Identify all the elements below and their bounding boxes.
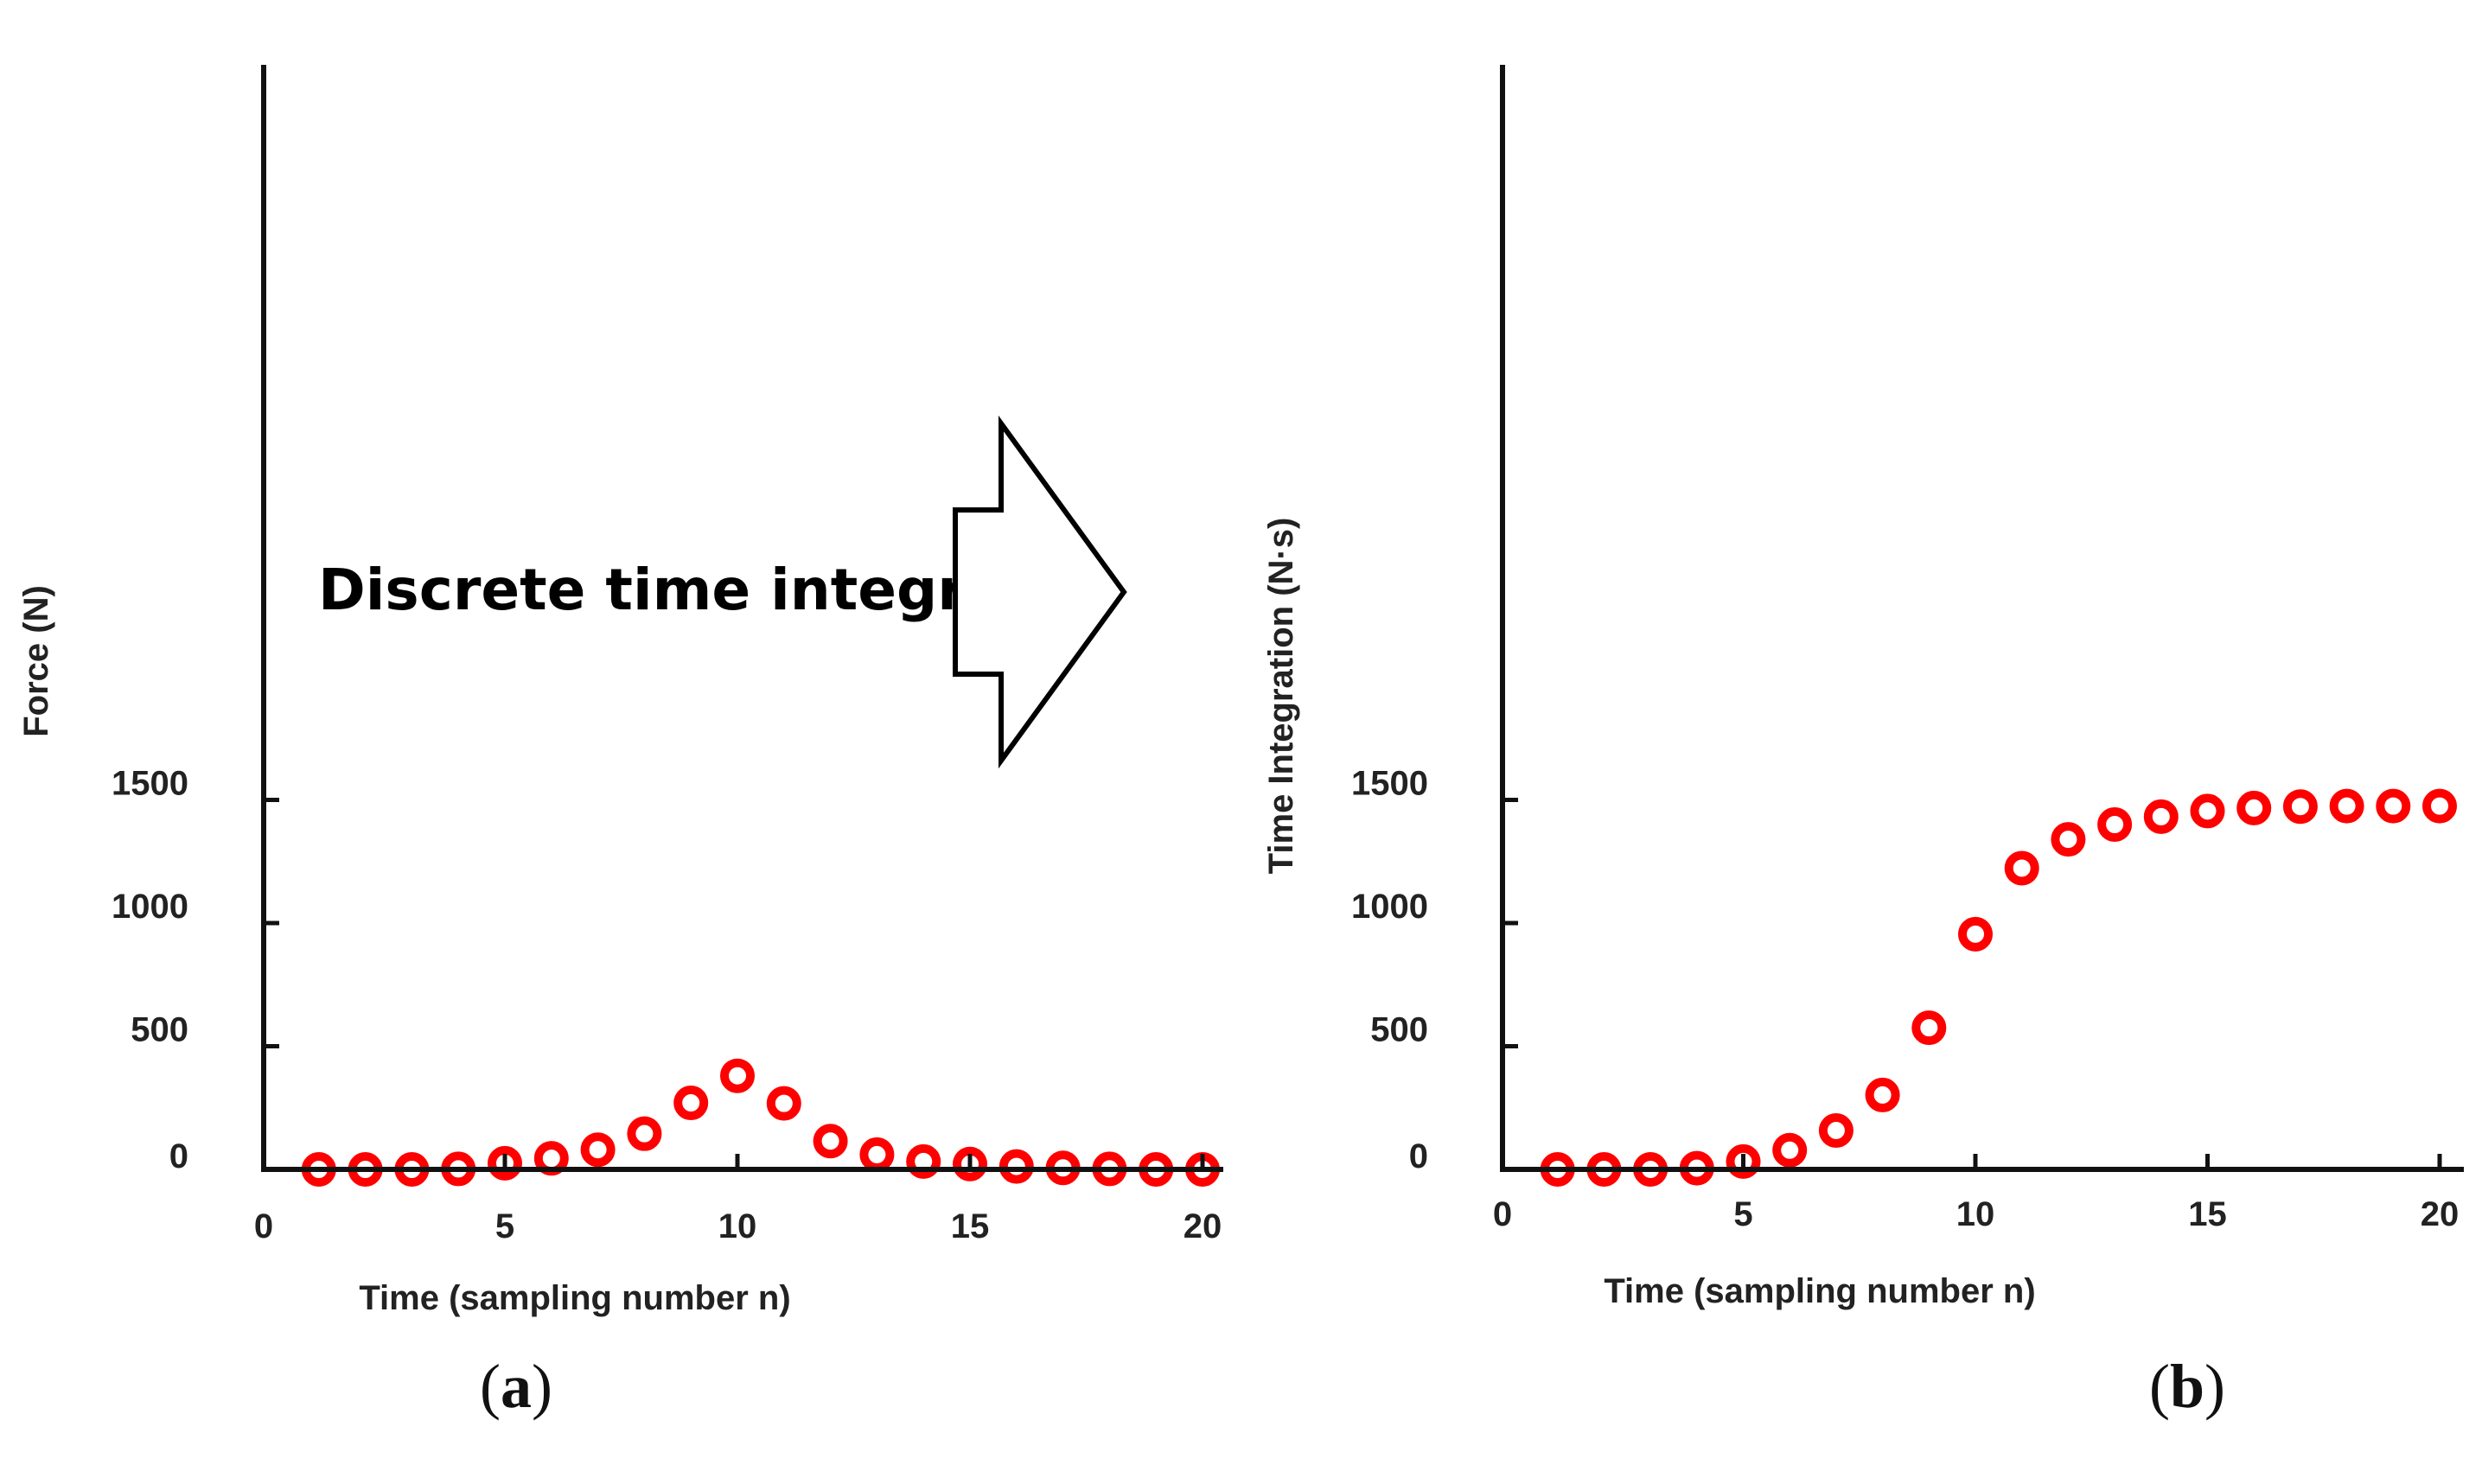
data-point bbox=[2422, 788, 2457, 824]
panel-a-x-axis-label: Time (sampling number n) bbox=[359, 1279, 790, 1317]
right-arrow-icon bbox=[953, 415, 1127, 769]
data-point bbox=[1818, 1112, 1854, 1148]
x-tick-label: 0 bbox=[254, 1207, 273, 1245]
panel-b-x-axis-label: Time (sampling number n) bbox=[1604, 1272, 2035, 1310]
panel-a-label: (a) bbox=[480, 1352, 552, 1421]
x-tick-label: 20 bbox=[1184, 1207, 1222, 1245]
data-point bbox=[673, 1086, 709, 1121]
panel-b-ticks: 0 500 1000 1500 0 5 10 15 20 bbox=[1351, 765, 2459, 1234]
data-point bbox=[813, 1124, 848, 1159]
y-tick-label: 1000 bbox=[112, 888, 188, 926]
x-tick-label: 10 bbox=[718, 1207, 757, 1245]
y-tick-label: 1500 bbox=[112, 765, 188, 803]
data-point bbox=[720, 1058, 755, 1093]
panel-a-label-letter: a bbox=[501, 1352, 532, 1421]
x-tick-label: 0 bbox=[1493, 1195, 1512, 1233]
data-point bbox=[2190, 793, 2225, 829]
y-tick-label: 0 bbox=[1409, 1137, 1428, 1175]
data-point bbox=[627, 1116, 662, 1151]
x-tick-label: 15 bbox=[951, 1207, 990, 1245]
discrete-time-integral-annotation: Discrete time integral bbox=[318, 557, 1024, 623]
panel-b-y-axis-label: Time Integration (N·s) bbox=[1262, 518, 1300, 875]
x-tick-label: 20 bbox=[2421, 1195, 2460, 1233]
data-point bbox=[1911, 1010, 1947, 1046]
data-point bbox=[2097, 807, 2133, 842]
data-point bbox=[859, 1137, 895, 1172]
panel-b-label-letter: b bbox=[2170, 1352, 2204, 1421]
panel-b-points bbox=[1540, 788, 2457, 1187]
y-tick-label: 1500 bbox=[1351, 765, 1428, 803]
y-tick-label: 0 bbox=[169, 1137, 188, 1175]
data-point bbox=[1726, 1143, 1761, 1179]
data-point bbox=[2329, 788, 2364, 824]
y-tick-label: 500 bbox=[1370, 1011, 1428, 1049]
data-point bbox=[2236, 790, 2272, 825]
data-point bbox=[1958, 916, 1993, 952]
panel-b-label: (b) bbox=[2149, 1352, 2225, 1421]
panel-b-axes bbox=[1500, 65, 2464, 1172]
data-point bbox=[906, 1143, 941, 1179]
y-tick-label: 1000 bbox=[1351, 888, 1428, 926]
panel-a-points bbox=[301, 1058, 1220, 1187]
data-point bbox=[766, 1086, 801, 1121]
panel-b: 0 500 1000 1500 0 5 10 15 20 Time (sampling numb… bbox=[1262, 65, 2464, 1421]
data-point bbox=[2376, 788, 2411, 824]
data-point bbox=[2004, 850, 2039, 886]
x-tick-label: 10 bbox=[1956, 1195, 1995, 1233]
data-point bbox=[2143, 799, 2179, 834]
data-point bbox=[1865, 1077, 1900, 1112]
panel-a: 0 500 1000 1500 0 5 10 15 20 Time (sampling numb… bbox=[17, 65, 1223, 1421]
y-tick-label: 500 bbox=[131, 1011, 188, 1049]
x-tick-label: 15 bbox=[2188, 1195, 2227, 1233]
data-point bbox=[580, 1132, 616, 1168]
panel-a-ticks: 0 500 1000 1500 0 5 10 15 20 bbox=[112, 765, 1222, 1246]
x-tick-label: 5 bbox=[495, 1207, 514, 1245]
data-point bbox=[488, 1145, 522, 1181]
panel-a-y-axis-label: Force (N) bbox=[17, 585, 55, 737]
data-point bbox=[1772, 1132, 1808, 1168]
data-point bbox=[999, 1149, 1034, 1184]
panel-a-axes bbox=[261, 65, 1223, 1172]
data-point bbox=[2051, 822, 2086, 857]
data-point bbox=[953, 1146, 987, 1181]
x-tick-label: 5 bbox=[1733, 1195, 1752, 1233]
data-point bbox=[2282, 789, 2318, 825]
